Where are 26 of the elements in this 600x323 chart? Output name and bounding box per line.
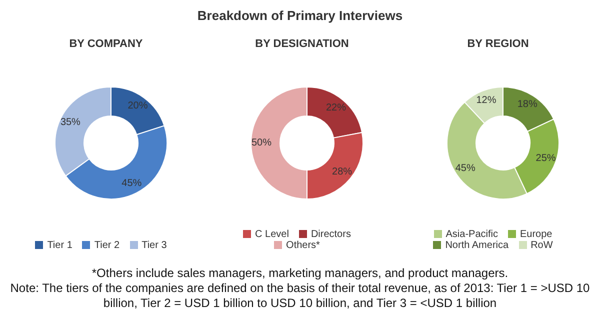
data-label: 18%	[517, 99, 538, 110]
data-label: 45%	[455, 163, 476, 174]
text: Note: The tiers of the companies are defined on the basis of their total revenue, as of 2013: Tier 1 = >USD 10 billion, Tier 2 = USD 1 billion to USD 10 billion, and Tier 3 = <USD 1 billion	[9, 281, 591, 311]
legend-label: Asia-Pacific	[446, 229, 498, 240]
data-label: 35%	[60, 116, 81, 128]
legend-label: Directors	[310, 229, 351, 240]
legend-label: RoW	[530, 240, 553, 251]
data-label: 28%	[332, 166, 352, 178]
data-label: 25%	[536, 152, 556, 164]
legend-label: Europe	[520, 229, 552, 240]
chart-title: BY DESIGNATION	[254, 38, 350, 52]
legend-label: Tier 3	[142, 240, 167, 251]
data-label: 22%	[326, 102, 346, 114]
legend-label: North America	[445, 240, 509, 251]
data-label: 50%	[251, 138, 272, 148]
legend-label: C Level	[255, 229, 289, 240]
data-label: 45%	[122, 178, 142, 190]
legend-label: Others*	[286, 240, 320, 251]
legend-label: Tier 1	[47, 240, 72, 251]
text: *Others include sales managers, marketing managers, and product managers.	[90, 266, 510, 281]
legend-label: Tier 2	[94, 240, 120, 251]
data-label: 20%	[128, 100, 148, 112]
text: Breakdown of Primary Interviews	[196, 8, 404, 23]
chart-title: BY COMPANY	[68, 38, 144, 52]
chart-title: BY REGION	[466, 38, 530, 52]
data-label: 12%	[476, 95, 496, 106]
